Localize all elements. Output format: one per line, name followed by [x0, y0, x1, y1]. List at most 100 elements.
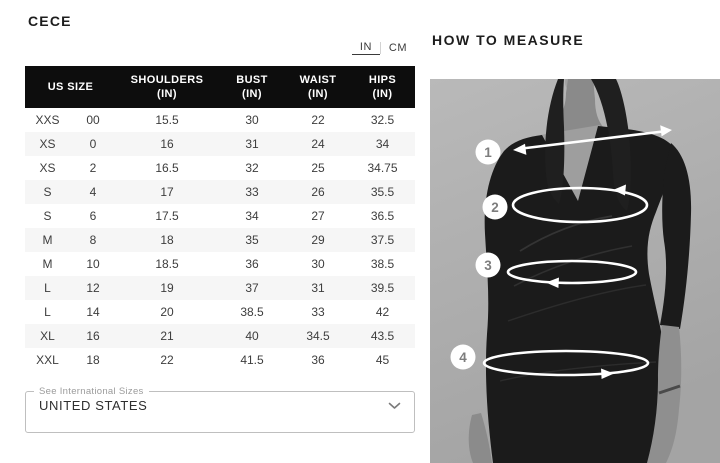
size-table-body: XXS 00 15.5 30 22 32.5 XS 0 16 31 24 34 XS 2 16.5 32 25 3…	[25, 108, 415, 372]
model-right-forearm	[647, 325, 682, 463]
cell-hips: 37.5	[370, 233, 395, 247]
dress-fold	[499, 361, 657, 382]
model-illustration	[468, 79, 692, 463]
header-bust-label: BUST	[236, 73, 268, 86]
cell-bust: 38.5	[240, 305, 264, 319]
marker-number: 3	[484, 258, 492, 273]
cell-us: 2	[89, 161, 97, 175]
cell-hips: 45	[375, 353, 390, 367]
unit-in-button[interactable]: IN	[351, 41, 380, 55]
cell-shoulders: 22	[160, 353, 174, 367]
measure-marker-3: 3	[475, 252, 501, 278]
header-shoulders-unit: (IN)	[157, 88, 177, 100]
measure-marker-2: 2	[482, 194, 508, 220]
cell-hips: 32.5	[370, 113, 395, 127]
cell-us: 8	[89, 233, 97, 247]
cell-bust: 30	[245, 113, 259, 127]
table-row: XXS 00 15.5 30 22 32.5	[25, 108, 415, 132]
cell-waist: 25	[311, 161, 325, 175]
cell-shoulders: 20	[160, 305, 174, 319]
table-row: L 14 20 38.5 33 42	[25, 300, 415, 324]
cell-us: 10	[86, 257, 100, 271]
cell-shoulders: 19	[160, 281, 174, 295]
table-row: M 10 18.5 36 30 38.5	[25, 252, 415, 276]
dress-fold	[507, 284, 647, 322]
header-shoulders: SHOULDERS (IN)	[116, 66, 218, 108]
cell-bust: 33	[245, 185, 259, 199]
cell-shoulders: 17.5	[155, 209, 179, 223]
table-row: XXL 18 22 41.5 36 45	[25, 348, 415, 372]
table-row: L 12 19 37 31 39.5	[25, 276, 415, 300]
cell-hips: 39.5	[370, 281, 395, 295]
chevron-down-icon	[388, 402, 401, 409]
cell-hips: 43.5	[370, 329, 395, 343]
cell-us: 14	[86, 305, 100, 319]
cell-waist: 34.5	[306, 329, 330, 343]
table-row: S 6 17.5 34 27 36.5	[25, 204, 415, 228]
model-dress	[484, 126, 676, 463]
model-hair-left	[545, 79, 565, 204]
cell-size: XS	[39, 161, 56, 175]
brand-title: CECE	[28, 13, 72, 29]
marker-number: 1	[484, 145, 492, 160]
model-hair-right	[591, 79, 631, 211]
cell-size: L	[44, 305, 51, 319]
marker-number: 2	[491, 200, 499, 215]
cell-size: XXS	[35, 113, 60, 127]
cell-size: XS	[39, 137, 56, 151]
cell-hips: 42	[375, 305, 390, 319]
cell-bust: 34	[245, 209, 259, 223]
cell-bust: 35	[245, 233, 259, 247]
cell-size: XL	[40, 329, 55, 343]
cell-waist: 30	[311, 257, 325, 271]
header-hips-unit: (IN)	[372, 88, 393, 100]
model-right-sleeve	[660, 143, 692, 329]
cell-size: XXL	[36, 353, 59, 367]
cell-us: 0	[89, 137, 97, 151]
cell-us: 00	[86, 113, 100, 127]
header-bust-unit: (IN)	[242, 88, 262, 100]
cell-bust: 32	[245, 161, 259, 175]
cell-hips: 35.5	[370, 185, 395, 199]
international-sizes-select[interactable]: See International Sizes UNITED STATES	[25, 386, 415, 433]
header-us-size: US SIZE	[25, 66, 116, 108]
cell-size: M	[42, 233, 53, 247]
cell-size: S	[43, 209, 52, 223]
marker-number: 4	[459, 350, 467, 365]
cell-hips: 34.75	[367, 161, 398, 175]
cell-us: 18	[86, 353, 100, 367]
size-chart-header: US SIZE SHOULDERS (IN) BUST (IN) WAIST (…	[25, 66, 415, 108]
cell-size: S	[43, 185, 52, 199]
cell-waist: 36	[311, 353, 325, 367]
cell-hips: 38.5	[370, 257, 395, 271]
cell-us: 6	[89, 209, 97, 223]
table-row: XL 16 21 40 34.5 43.5	[25, 324, 415, 348]
header-waist-unit: (IN)	[308, 88, 328, 100]
how-to-measure-title: HOW TO MEASURE	[432, 32, 585, 48]
header-waist: WAIST (IN)	[286, 66, 350, 108]
cell-bust: 36	[245, 257, 259, 271]
cell-shoulders: 21	[160, 329, 174, 343]
table-row: M 8 18 35 29 37.5	[25, 228, 415, 252]
header-shoulders-label: SHOULDERS	[130, 73, 204, 86]
international-sizes-label: See International Sizes	[39, 386, 144, 397]
dress-fold	[519, 215, 613, 252]
measure-marker-4: 4	[450, 344, 476, 370]
cell-shoulders: 18	[160, 233, 174, 247]
cell-waist: 22	[311, 113, 325, 127]
measure-line-waist	[506, 259, 638, 288]
cell-waist: 31	[311, 281, 325, 295]
international-sizes-value: UNITED STATES	[39, 398, 148, 413]
cell-waist: 29	[311, 233, 325, 247]
how-to-measure-photo: 1 2 3 4	[430, 79, 720, 463]
cell-us: 16	[86, 329, 100, 343]
unit-toggle: IN CM	[25, 41, 415, 55]
cell-bust: 37	[245, 281, 259, 295]
cell-shoulders: 18.5	[155, 257, 179, 271]
cell-waist: 27	[311, 209, 325, 223]
cell-bust: 31	[245, 137, 259, 151]
model-bracelet	[658, 384, 681, 395]
cell-shoulders: 16.5	[155, 161, 179, 175]
unit-cm-button[interactable]: CM	[388, 42, 407, 54]
header-hips: HIPS (IN)	[350, 66, 415, 108]
